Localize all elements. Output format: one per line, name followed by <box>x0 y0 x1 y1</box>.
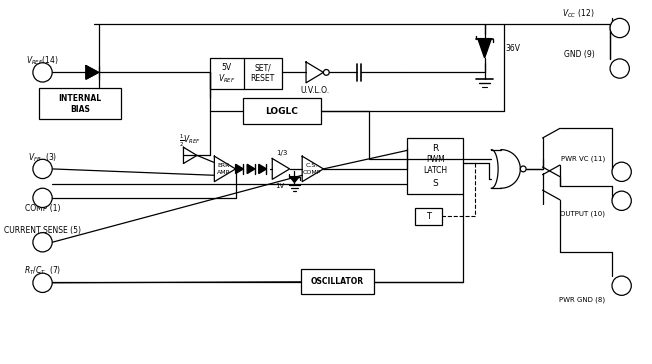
Text: U.V.L.O.: U.V.L.O. <box>300 86 329 95</box>
Text: 5V: 5V <box>222 63 232 72</box>
Polygon shape <box>247 164 255 174</box>
Circle shape <box>612 276 631 295</box>
Text: $V_{REF}(14)$: $V_{REF}(14)$ <box>26 55 59 67</box>
Circle shape <box>610 18 629 37</box>
Text: 8: 8 <box>40 68 46 77</box>
Polygon shape <box>215 156 235 182</box>
Bar <box>415 207 442 225</box>
Text: 7: 7 <box>619 167 625 176</box>
Circle shape <box>33 63 52 82</box>
Text: PWR VC (11): PWR VC (11) <box>561 155 605 162</box>
Text: OSCILLATOR: OSCILLATOR <box>311 277 364 286</box>
Polygon shape <box>86 66 98 79</box>
Polygon shape <box>235 164 243 174</box>
Text: 4: 4 <box>40 278 46 287</box>
Text: GND (9): GND (9) <box>564 50 595 59</box>
Text: 1: 1 <box>40 193 46 202</box>
Text: ERR: ERR <box>218 163 230 167</box>
Circle shape <box>612 162 631 182</box>
Text: 1/3: 1/3 <box>276 150 288 156</box>
Text: CURRENT SENSE (5): CURRENT SENSE (5) <box>4 226 81 235</box>
Text: PWR GND (8): PWR GND (8) <box>559 297 605 304</box>
Polygon shape <box>183 147 197 163</box>
Text: T: T <box>426 212 431 221</box>
Bar <box>408 138 464 194</box>
Text: 3: 3 <box>40 238 46 247</box>
Polygon shape <box>273 158 289 179</box>
Polygon shape <box>259 164 267 174</box>
Text: SET/: SET/ <box>254 63 271 72</box>
Text: $\frac{1}{2}V_{REF}$: $\frac{1}{2}V_{REF}$ <box>179 132 201 149</box>
Polygon shape <box>478 39 492 58</box>
Bar <box>301 269 374 294</box>
Text: R: R <box>432 144 439 153</box>
Text: 2: 2 <box>40 165 46 173</box>
Text: 36V: 36V <box>506 44 521 53</box>
Text: 6: 6 <box>619 196 625 205</box>
Text: $V_{CC}$ (12): $V_{CC}$ (12) <box>562 7 595 20</box>
Text: PWM: PWM <box>426 155 445 164</box>
Text: LATCH: LATCH <box>423 166 447 175</box>
Polygon shape <box>289 177 299 182</box>
Text: S: S <box>432 179 438 189</box>
Text: 5: 5 <box>617 64 623 73</box>
Text: C.S.: C.S. <box>306 163 318 167</box>
Circle shape <box>33 159 52 179</box>
Circle shape <box>520 166 526 172</box>
Bar <box>209 58 282 89</box>
Circle shape <box>323 70 329 75</box>
Bar <box>38 88 121 119</box>
Text: INTERNAL: INTERNAL <box>58 94 101 103</box>
Bar <box>243 98 321 123</box>
Text: 1V: 1V <box>276 183 285 189</box>
Text: COMP (1): COMP (1) <box>25 204 60 213</box>
Text: RESET: RESET <box>250 74 274 83</box>
Text: LOGLC: LOGLC <box>265 107 299 115</box>
Text: $V_{REF}$: $V_{REF}$ <box>218 73 235 85</box>
Text: $V_{FB}$  (3): $V_{FB}$ (3) <box>28 151 57 163</box>
Circle shape <box>33 233 52 252</box>
Polygon shape <box>306 62 323 83</box>
Text: OUTPUT (10): OUTPUT (10) <box>560 210 605 217</box>
Circle shape <box>612 191 631 210</box>
Text: 7: 7 <box>617 24 623 32</box>
Text: BIAS: BIAS <box>70 105 89 114</box>
Circle shape <box>610 59 629 78</box>
Text: 5: 5 <box>619 281 625 290</box>
Text: $R_T/C_T$  (7): $R_T/C_T$ (7) <box>24 265 61 277</box>
Circle shape <box>33 273 52 292</box>
Text: AMP: AMP <box>217 170 231 175</box>
Circle shape <box>33 188 52 207</box>
Polygon shape <box>302 156 323 182</box>
Text: COMP: COMP <box>303 170 321 175</box>
